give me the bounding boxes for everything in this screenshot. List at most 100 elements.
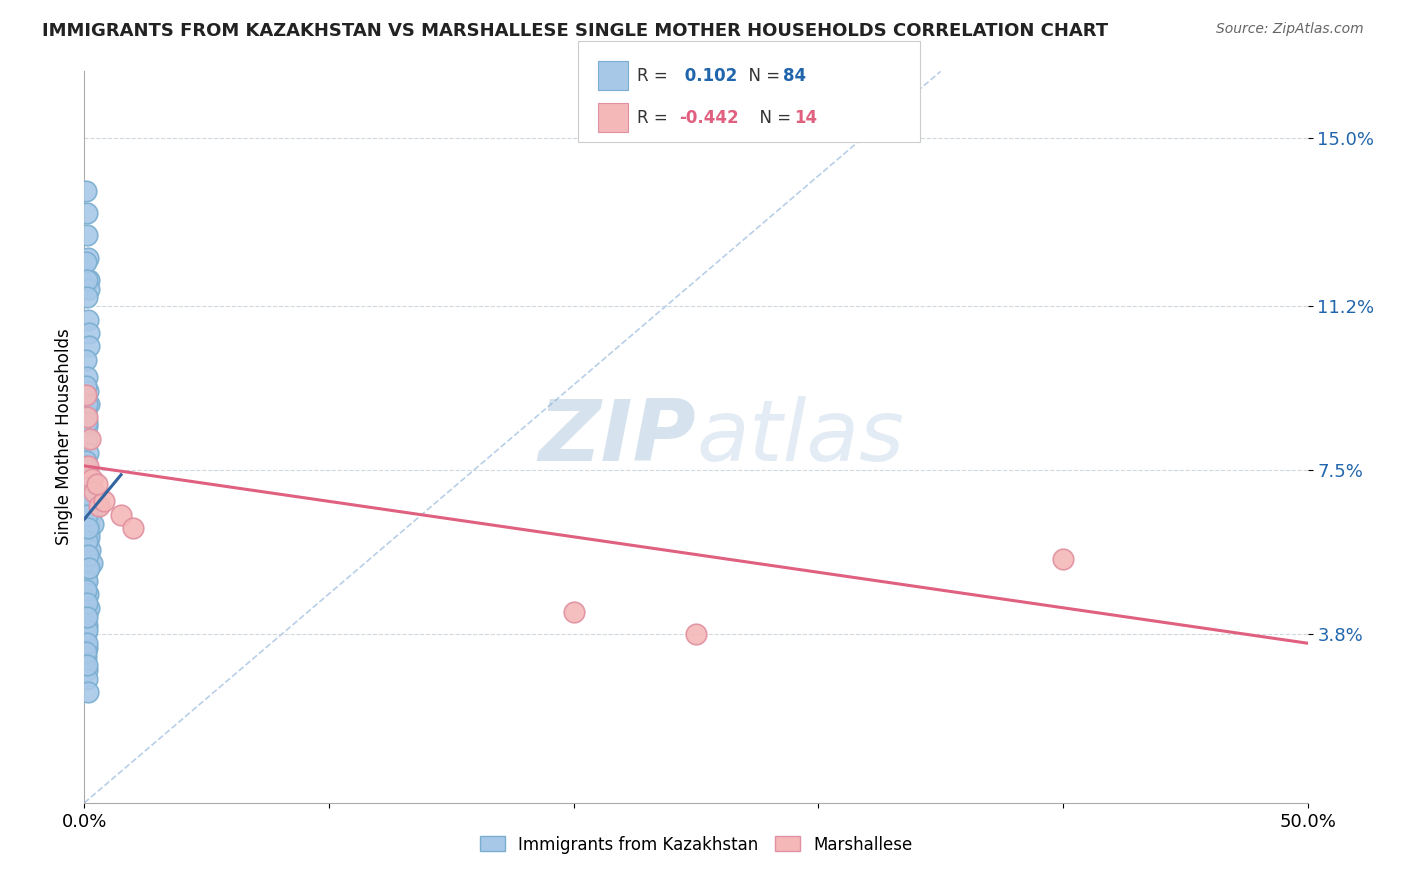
Point [79, 490, 101, 504]
Point [75, 406, 97, 420]
Point [77, 458, 100, 473]
Point [75, 458, 97, 473]
Point [77, 525, 100, 540]
Point [76, 410, 98, 425]
Text: IMMIGRANTS FROM KAZAKHSTAN VS MARSHALLESE SINGLE MOTHER HOUSEHOLDS CORRELATION C: IMMIGRANTS FROM KAZAKHSTAN VS MARSHALLES… [42, 22, 1108, 40]
Point [76, 618, 98, 632]
Point [75, 472, 97, 486]
Point [76, 206, 98, 220]
Point [76, 432, 98, 446]
Point [76, 658, 98, 673]
Point [76, 534, 98, 549]
Point [75, 255, 97, 269]
Point [79, 543, 101, 558]
Point [77, 251, 100, 265]
Text: N =: N = [749, 109, 797, 127]
Point [76, 672, 98, 686]
Point [76, 290, 98, 304]
Point [77, 587, 100, 601]
Point [75, 539, 97, 553]
Point [77, 530, 100, 544]
Point [75, 609, 97, 624]
Point [76, 605, 98, 619]
Point [75, 508, 97, 522]
Point [76, 636, 98, 650]
Point [82, 516, 104, 531]
Point [75, 379, 97, 393]
Point [76, 494, 98, 508]
Point [76, 228, 98, 243]
Point [75, 574, 97, 589]
Point [76, 609, 98, 624]
Point [76, 521, 98, 535]
Point [75, 388, 97, 402]
Point [75, 591, 97, 606]
Point [76, 508, 98, 522]
Point [87, 499, 110, 513]
Text: R =: R = [637, 67, 673, 85]
Point [76, 587, 98, 601]
Point [76, 561, 98, 575]
Point [80, 472, 103, 486]
Text: 14: 14 [794, 109, 817, 127]
Point [77, 476, 100, 491]
Point [75, 627, 97, 641]
Point [79, 432, 101, 446]
Point [77, 561, 100, 575]
Point [76, 521, 98, 535]
Point [75, 184, 97, 198]
Text: 84: 84 [783, 67, 806, 85]
Point [75, 352, 97, 367]
Point [77, 548, 100, 562]
Point [80, 503, 103, 517]
Point [77, 508, 100, 522]
Y-axis label: Single Mother Households: Single Mother Households [55, 329, 73, 545]
Point [562, 605, 585, 619]
Point [76, 397, 98, 411]
Text: atlas: atlas [696, 395, 904, 479]
Point [77, 600, 100, 615]
Point [76, 552, 98, 566]
Legend: Immigrants from Kazakhstan, Marshallese: Immigrants from Kazakhstan, Marshallese [472, 829, 920, 860]
Point [77, 397, 100, 411]
Point [77, 273, 100, 287]
Point [75, 494, 97, 508]
Point [76, 472, 98, 486]
Point [75, 548, 97, 562]
Point [76, 415, 98, 429]
Text: R =: R = [637, 109, 673, 127]
Point [77, 312, 100, 326]
Point [77, 685, 100, 699]
Point [77, 521, 100, 535]
Point [76, 467, 98, 482]
Point [76, 419, 98, 434]
Point [76, 273, 98, 287]
Point [77, 339, 100, 353]
Point [93, 494, 115, 508]
Point [76, 574, 98, 589]
Point [76, 485, 98, 500]
Point [75, 454, 97, 468]
Point [76, 663, 98, 677]
Point [86, 476, 108, 491]
Text: 0.102: 0.102 [679, 67, 737, 85]
Point [110, 508, 132, 522]
Point [77, 326, 100, 340]
Point [76, 508, 98, 522]
Text: N =: N = [738, 67, 786, 85]
Point [77, 499, 100, 513]
Point [80, 557, 103, 571]
Point [76, 596, 98, 610]
Point [1052, 552, 1074, 566]
Point [75, 649, 97, 664]
Point [83, 485, 105, 500]
Point [76, 566, 98, 580]
Point [75, 582, 97, 597]
Point [77, 384, 100, 398]
Point [76, 494, 98, 508]
Point [75, 481, 97, 495]
Point [77, 445, 100, 459]
Point [77, 512, 100, 526]
Point [77, 282, 100, 296]
Point [76, 623, 98, 637]
